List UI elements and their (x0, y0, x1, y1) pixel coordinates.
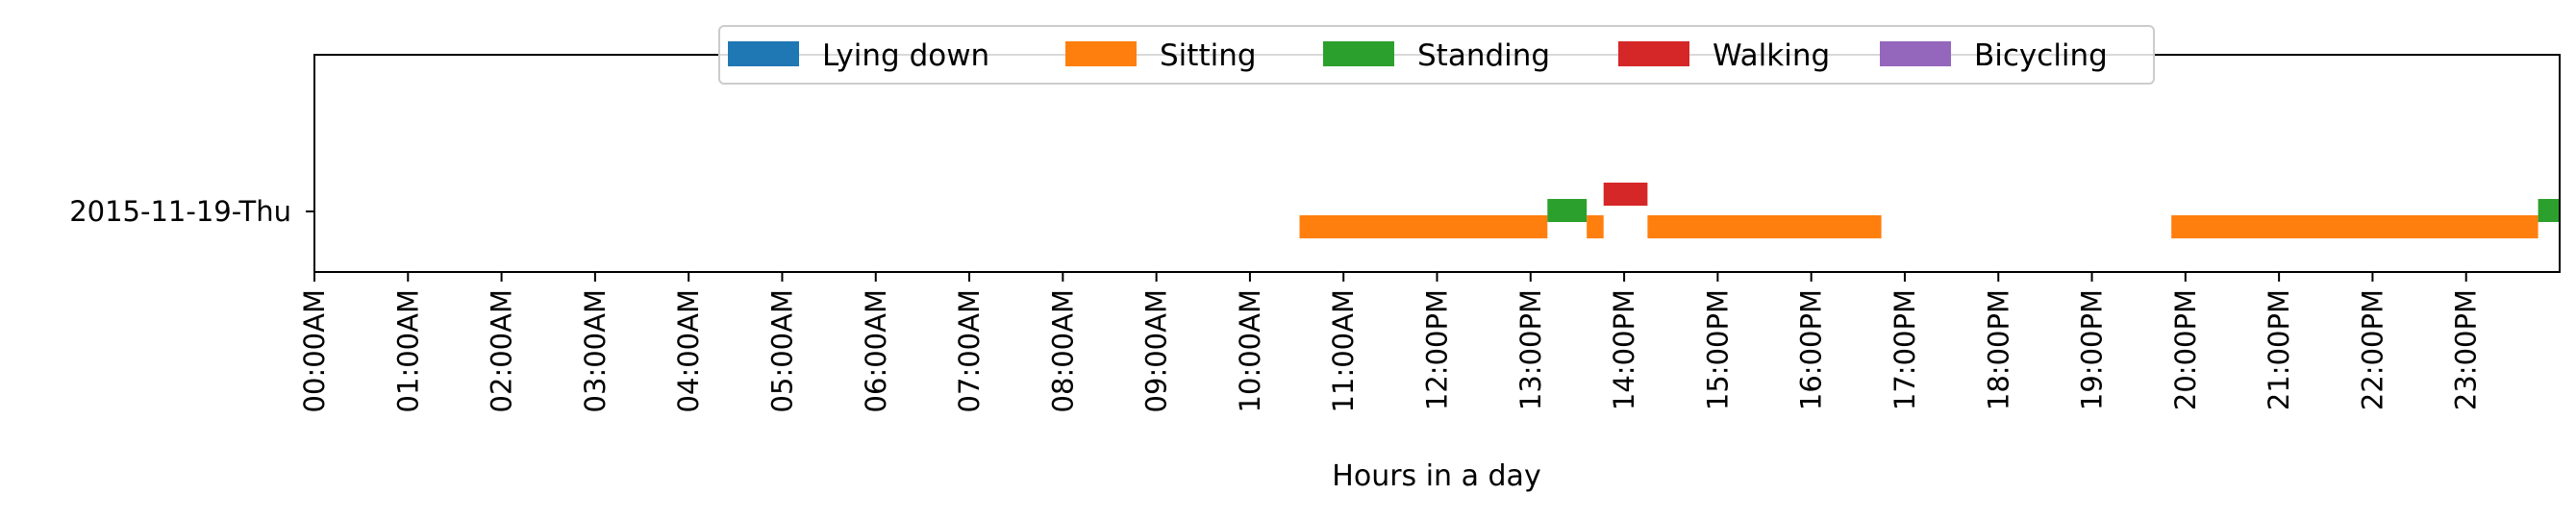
legend-label-walking: Walking (1713, 38, 1830, 73)
x-tick-label-9: 09:00AM (1140, 289, 1173, 412)
legend-swatch-standing (1323, 41, 1394, 66)
x-tick-label-8: 08:00AM (1046, 289, 1079, 412)
x-tick-label-3: 03:00AM (579, 289, 612, 412)
x-tick-label-1: 01:00AM (391, 289, 424, 412)
x-tick-label-15: 15:00PM (1701, 289, 1734, 410)
x-axis-label: Hours in a day (1332, 459, 1540, 493)
segment-sitting-2 (1587, 215, 1604, 238)
y-tick-label-0: 2015-11-19-Thu (69, 195, 291, 228)
x-tick-label-5: 05:00AM (765, 289, 798, 412)
x-tick-label-4: 04:00AM (672, 289, 705, 412)
legend-label-lying-down: Lying down (822, 38, 989, 73)
x-tick-label-20: 20:00PM (2169, 289, 2202, 410)
segment-sitting-5 (2171, 215, 2538, 238)
x-tick-label-22: 22:00PM (2356, 289, 2388, 410)
y-axis: 2015-11-19-Thu (69, 195, 314, 228)
x-tick-label-13: 13:00PM (1514, 289, 1547, 410)
legend-label-standing: Standing (1417, 38, 1550, 73)
x-tick-label-10: 10:00AM (1234, 289, 1266, 412)
x-tick-label-14: 14:00PM (1608, 289, 1640, 410)
x-tick-label-17: 17:00PM (1888, 289, 1921, 410)
segment-standing-6 (2538, 199, 2560, 222)
x-tick-label-18: 18:00PM (1982, 289, 2014, 410)
legend-label-bicycling: Bicycling (1974, 38, 2108, 73)
legend-swatch-sitting (1065, 41, 1137, 66)
legend-swatch-bicycling (1880, 41, 1951, 66)
legend: Lying down Sitting Standing Walking Bicyclin… (718, 25, 2155, 85)
legend-swatch-walking (1618, 41, 1689, 66)
x-tick-label-16: 16:00PM (1795, 289, 1828, 410)
x-tick-label-21: 21:00PM (2263, 289, 2295, 410)
x-tick-label-6: 06:00AM (860, 289, 892, 412)
segment-sitting-0 (1299, 215, 1548, 238)
x-tick-label-7: 07:00AM (953, 289, 986, 412)
x-axis: 00:00AM 01:00AM 02:00AM 03:00AM 04:00AM 05:00… (298, 272, 2483, 412)
legend-label-sitting: Sitting (1160, 38, 1257, 73)
x-tick-label-11: 11:00AM (1327, 289, 1360, 412)
plot-frame (313, 54, 2561, 273)
legend-swatch-lying-down (728, 41, 799, 66)
x-tick-label-23: 23:00PM (2450, 289, 2483, 410)
segment-sitting-4 (1647, 215, 1882, 238)
x-tick-label-0: 00:00AM (298, 289, 331, 412)
legend-box (718, 25, 2155, 85)
x-tick-label-12: 12:00PM (1421, 289, 1454, 410)
x-tick-label-19: 19:00PM (2076, 289, 2109, 410)
segment-standing-1 (1547, 199, 1588, 222)
segments-layer (1299, 183, 2560, 238)
x-tick-label-2: 02:00AM (486, 289, 518, 412)
segment-walking-3 (1603, 183, 1648, 206)
